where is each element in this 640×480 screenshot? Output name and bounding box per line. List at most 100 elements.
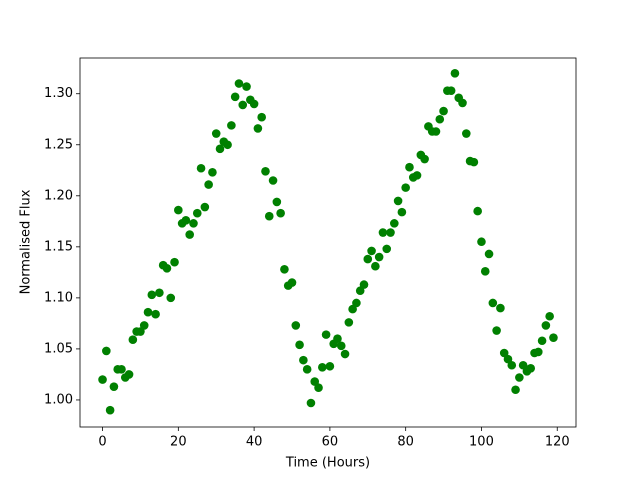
- point: [533, 347, 543, 357]
- point: [462, 129, 471, 138]
- point: [344, 318, 354, 327]
- point: [268, 176, 278, 185]
- point: [321, 330, 331, 339]
- point: [238, 100, 248, 110]
- point: [496, 303, 505, 313]
- point: [450, 69, 460, 78]
- y-tick-label: 1.20: [44, 188, 73, 203]
- point: [147, 290, 157, 300]
- point: [367, 246, 376, 256]
- point: [227, 121, 236, 130]
- point: [105, 405, 115, 415]
- point: [291, 321, 301, 330]
- point: [249, 99, 259, 109]
- point: [333, 334, 342, 344]
- point: [295, 340, 304, 350]
- x-tick-label: 60: [322, 435, 339, 450]
- point: [234, 79, 244, 88]
- point: [151, 309, 160, 319]
- y-tick-label: 1.15: [44, 239, 73, 254]
- point: [98, 375, 107, 384]
- point: [139, 321, 149, 330]
- point: [549, 333, 558, 342]
- point: [314, 383, 323, 393]
- point: [215, 144, 225, 154]
- point: [477, 237, 486, 247]
- point: [484, 249, 494, 259]
- point: [359, 280, 369, 289]
- point: [397, 207, 407, 217]
- x-tick-label: 120: [545, 435, 570, 450]
- point: [480, 267, 490, 276]
- point: [128, 335, 138, 345]
- point: [155, 288, 164, 298]
- y-tick-label: 1.05: [44, 341, 73, 356]
- y-tick-label: 1.10: [44, 290, 73, 305]
- point: [102, 346, 111, 356]
- point: [412, 171, 422, 180]
- point: [382, 244, 392, 254]
- point: [515, 373, 524, 382]
- point: [261, 167, 270, 176]
- point: [306, 398, 316, 408]
- point: [488, 298, 498, 308]
- point: [204, 180, 213, 189]
- point: [208, 168, 217, 177]
- point: [185, 230, 194, 239]
- point: [174, 205, 183, 215]
- point: [181, 215, 191, 225]
- point: [280, 264, 289, 274]
- point: [537, 336, 547, 346]
- point: [170, 257, 179, 267]
- x-tick-label: 20: [170, 435, 187, 450]
- point: [545, 311, 554, 321]
- point: [511, 385, 520, 395]
- point: [492, 326, 501, 335]
- point: [446, 86, 456, 95]
- point: [162, 263, 172, 273]
- point: [192, 208, 202, 218]
- point: [526, 364, 536, 373]
- x-tick-label: 0: [98, 435, 106, 450]
- y-tick-label: 1.25: [44, 137, 73, 152]
- point: [386, 228, 395, 237]
- y-tick-label: 1.00: [44, 392, 73, 407]
- point: [299, 355, 308, 365]
- point: [287, 278, 297, 287]
- point: [371, 261, 380, 271]
- point: [458, 98, 467, 108]
- point: [109, 382, 119, 391]
- point: [374, 252, 384, 262]
- point: [117, 365, 126, 374]
- point: [541, 321, 551, 330]
- point: [405, 162, 414, 172]
- point: [223, 140, 232, 150]
- point: [420, 154, 429, 164]
- point: [230, 92, 240, 102]
- point: [352, 298, 361, 308]
- y-tick-label: 1.30: [44, 86, 73, 101]
- point: [253, 124, 263, 133]
- point: [469, 157, 479, 167]
- y-axis-label: Normalised Flux: [19, 189, 34, 294]
- x-tick-label: 80: [397, 435, 414, 450]
- point: [431, 127, 441, 136]
- x-tick-label: 100: [469, 435, 494, 450]
- point: [340, 349, 350, 359]
- point: [435, 114, 445, 124]
- point: [189, 219, 198, 228]
- point: [336, 341, 346, 351]
- point: [302, 365, 312, 374]
- point: [473, 206, 482, 216]
- point: [242, 82, 251, 91]
- point: [276, 208, 285, 218]
- point: [143, 307, 153, 317]
- point: [363, 254, 373, 264]
- point: [318, 362, 327, 372]
- x-tick-label: 40: [246, 435, 263, 450]
- plot-frame: [79, 57, 577, 428]
- point: [211, 129, 221, 138]
- point: [124, 370, 134, 379]
